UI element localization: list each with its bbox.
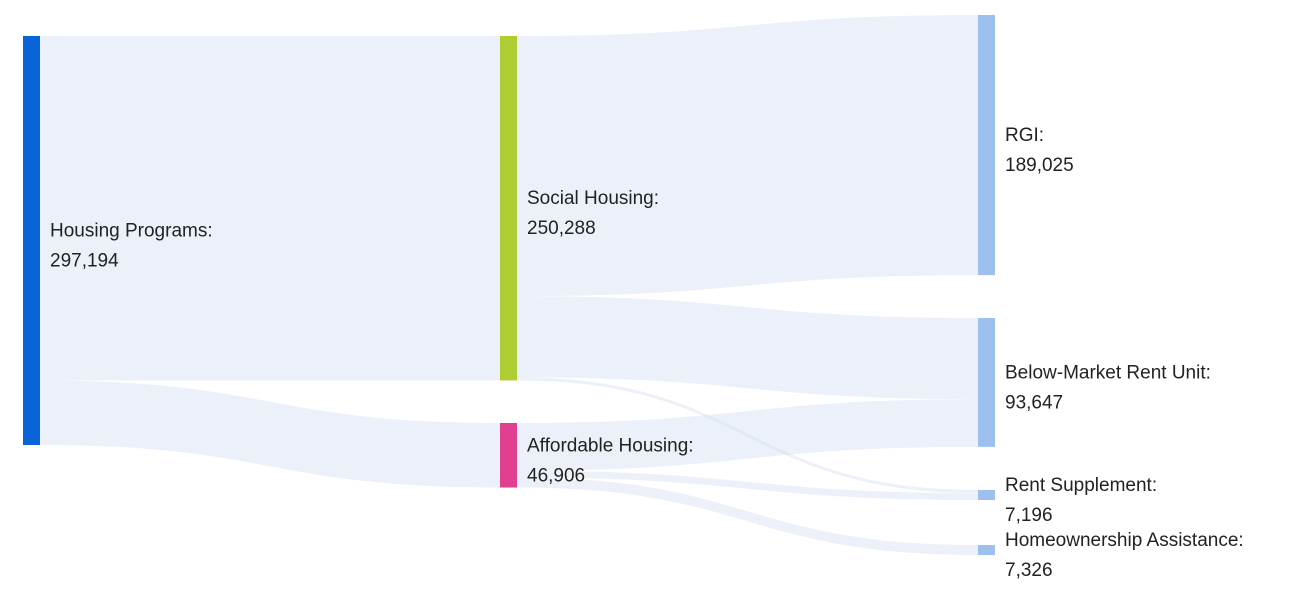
- node-value-affordable_housing: 46,906: [527, 465, 585, 486]
- node-label-below_market_rent_unit: Below-Market Rent Unit:: [1005, 362, 1211, 383]
- node-label-rgi: RGI:: [1005, 125, 1044, 146]
- link-social_housing-to-rent_supplement: [517, 377, 978, 494]
- link-affordable_housing-to-below_market_rent_unit: [517, 399, 978, 471]
- node-housing_programs[interactable]: [23, 36, 40, 445]
- node-below_market_rent_unit[interactable]: [978, 318, 995, 447]
- link-affordable_housing-to-rent_supplement: [517, 470, 978, 500]
- node-value-rgi: 189,025: [1005, 155, 1074, 176]
- link-layer: [40, 15, 978, 556]
- node-value-rent_supplement: 7,196: [1005, 505, 1053, 526]
- link-affordable_housing-to-homeownership_assistance: [517, 477, 978, 556]
- node-label-social_housing: Social Housing:: [527, 188, 659, 209]
- node-layer: [23, 15, 995, 556]
- node-label-housing_programs: Housing Programs:: [50, 221, 213, 242]
- node-label-affordable_housing: Affordable Housing:: [527, 435, 694, 456]
- node-homeownership_assistance[interactable]: [978, 545, 995, 556]
- node-rgi[interactable]: [978, 15, 995, 276]
- label-layer: Housing Programs: 297,194 Social Housing: 2…: [50, 125, 1244, 581]
- link-social_housing-to-below_market_rent_unit: [517, 296, 978, 400]
- link-housing_programs-to-social_housing: [40, 36, 500, 381]
- node-value-housing_programs: 297,194: [50, 251, 119, 272]
- node-affordable_housing[interactable]: [500, 423, 517, 488]
- link-social_housing-to-rgi: [517, 15, 978, 297]
- node-value-homeownership_assistance: 7,326: [1005, 560, 1053, 581]
- node-rent_supplement[interactable]: [978, 490, 995, 500]
- node-label-homeownership_assistance: Homeownership Assistance:: [1005, 530, 1244, 551]
- node-social_housing[interactable]: [500, 36, 517, 381]
- node-value-social_housing: 250,288: [527, 218, 596, 239]
- node-label-rent_supplement: Rent Supplement:: [1005, 475, 1157, 496]
- node-value-below_market_rent_unit: 93,647: [1005, 392, 1063, 413]
- link-housing_programs-to-affordable_housing: [40, 380, 500, 488]
